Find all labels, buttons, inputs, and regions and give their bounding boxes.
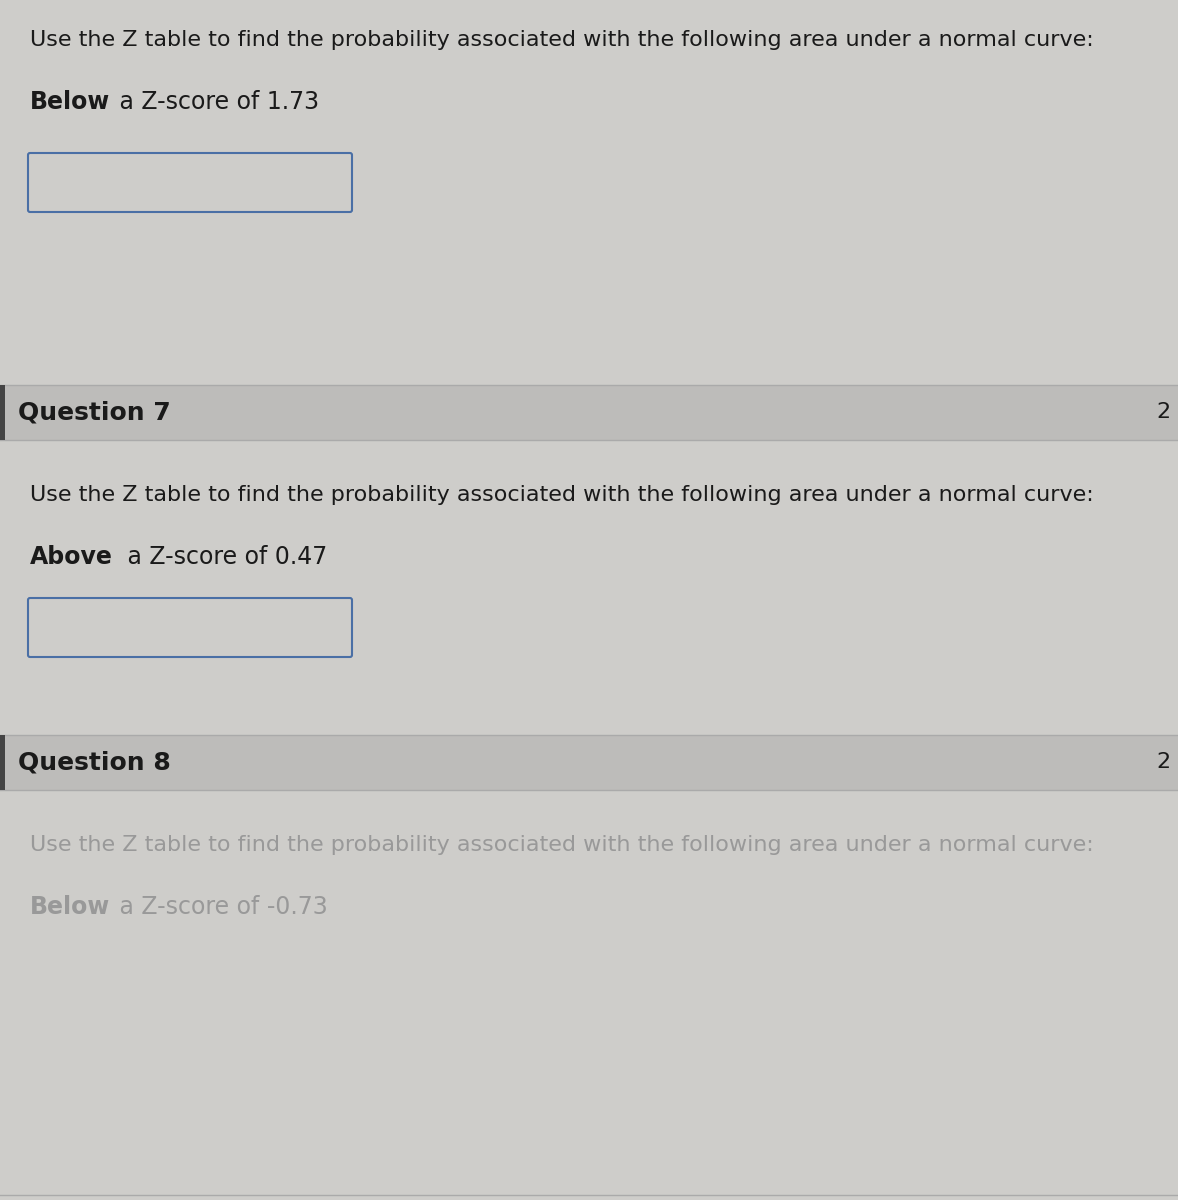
Bar	[0, 0, 1178, 380]
Text: Question 8: Question 8	[18, 750, 171, 774]
Text: Use the Z table to find the probability associated with the following area under: Use the Z table to find the probability …	[29, 30, 1093, 50]
Text: Below: Below	[29, 90, 111, 114]
Text: 2: 2	[1156, 752, 1170, 773]
Bar	[0, 385, 1178, 440]
FancyBboxPatch shape	[28, 598, 352, 658]
Text: Use the Z table to find the probability associated with the following area under: Use the Z table to find the probability …	[29, 485, 1093, 505]
Bar	[0, 734, 1178, 790]
Text: a Z-score of 1.73: a Z-score of 1.73	[112, 90, 319, 114]
Bar	[0, 734, 5, 790]
Text: Question 7: Question 7	[18, 401, 171, 425]
Text: a Z-score of -0.73: a Z-score of -0.73	[112, 895, 327, 919]
Text: Use the Z table to find the probability associated with the following area under: Use the Z table to find the probability …	[29, 835, 1093, 854]
Bar	[0, 385, 5, 440]
Text: Above: Above	[29, 545, 113, 569]
Text: a Z-score of 0.47: a Z-score of 0.47	[120, 545, 327, 569]
Text: Below: Below	[29, 895, 111, 919]
Text: 2: 2	[1156, 402, 1170, 422]
FancyBboxPatch shape	[28, 152, 352, 212]
